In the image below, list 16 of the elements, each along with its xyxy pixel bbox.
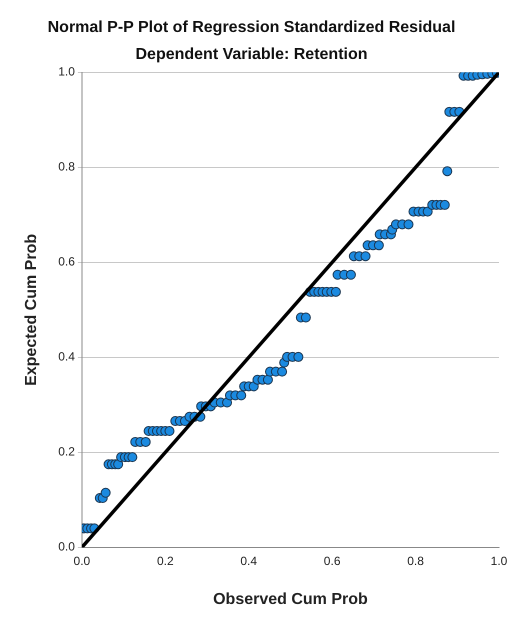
y-tick-label: 0.8	[58, 160, 76, 174]
y-tick-label: 0.4	[58, 350, 76, 364]
y-tick-label: 1.0	[58, 64, 76, 79]
y-tick-label: 0.2	[58, 444, 76, 459]
x-tick-label: 0.6	[324, 554, 341, 568]
x-tick-label: 1.0	[490, 554, 508, 568]
chart-title: Normal P-P Plot of Regression Standardized Residual	[48, 19, 456, 36]
y-tick-label: 0.6	[58, 254, 76, 269]
y-axis-title: Expected Cum Prob	[23, 234, 40, 386]
x-tick-label: 0.2	[156, 554, 174, 568]
x-tick-label: 0.0	[74, 554, 91, 568]
x-tick-label: 0.4	[240, 554, 258, 568]
chart-subtitle: Dependent Variable: Retention	[135, 46, 368, 64]
x-tick-label: 0.8	[407, 554, 424, 568]
x-axis-title: Observed Cum Prob	[213, 590, 368, 608]
y-tick-label: 0.0	[58, 540, 76, 554]
